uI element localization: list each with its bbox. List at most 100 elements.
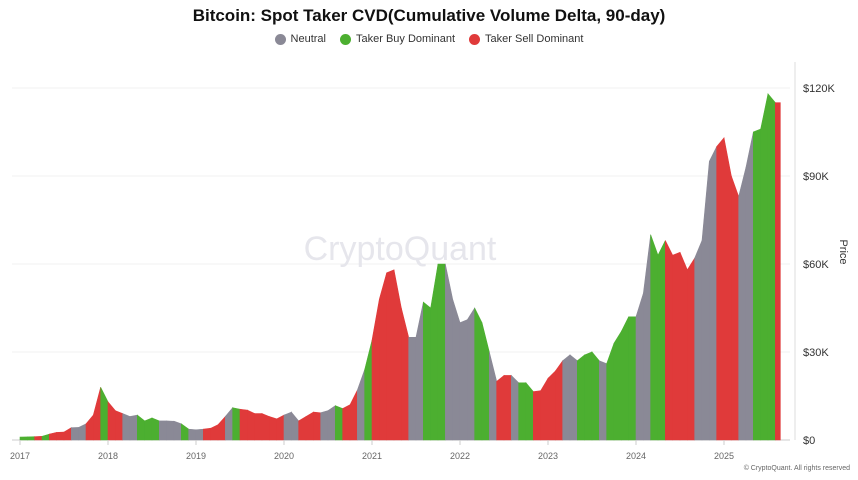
y-tick-label: $0	[803, 435, 815, 447]
price-segment-2025-02	[731, 175, 739, 441]
x-tick-label: 2020	[274, 451, 294, 461]
price-segment-2025-06	[760, 93, 769, 441]
price-segment-2020-03	[298, 416, 307, 441]
watermark: CryptoQuant	[304, 230, 497, 268]
price-segment-2017-10	[85, 414, 94, 441]
legend-item-buy[interactable]: Taker Buy Dominant	[339, 33, 456, 45]
price-segment-2023-04	[569, 354, 578, 441]
price-segment-2017-06	[56, 431, 65, 441]
price-segment-2024-06	[672, 251, 681, 441]
price-segment-2024-08	[687, 257, 695, 441]
price-segment-2023-08	[599, 360, 607, 441]
x-tick-label: 2019	[186, 451, 206, 461]
price-segment-2018-12	[188, 428, 197, 441]
x-tick-label: 2023	[538, 451, 558, 461]
price-segment-2024-11	[709, 146, 717, 441]
price-segment-2017-09	[78, 423, 87, 441]
price-segment-2022-04	[481, 322, 490, 441]
price-segment-2023-09	[606, 343, 615, 441]
price-segment-2021-04	[393, 269, 402, 441]
copyright-footer: © CryptoQuant. All rights reserved	[743, 465, 850, 472]
price-segment-2021-03	[386, 269, 395, 441]
sell-dot-icon	[469, 33, 481, 45]
price-segment-2018-07	[151, 417, 160, 441]
legend: Neutral Taker Buy Dominant Taker Sell Do…	[0, 33, 858, 45]
price-segment-2021-09	[430, 263, 439, 441]
x-tick-label: 2025	[714, 451, 734, 461]
x-tick-label: 2021	[362, 451, 382, 461]
price-segment-2018-06	[144, 417, 153, 441]
price-segment-2022-02	[467, 306, 475, 441]
y-tick-label: $120K	[803, 83, 835, 95]
price-segment-2019-05	[225, 406, 233, 441]
price-segment-2017-03	[34, 436, 43, 441]
price-segment-2017-04	[41, 433, 50, 441]
price-segment-2019-07	[239, 408, 248, 441]
price-segment-2022-01	[459, 319, 468, 441]
price-segment-2025-05	[753, 128, 761, 441]
x-tick-label: 2018	[98, 451, 118, 461]
price-segment-2017-01	[19, 436, 28, 441]
price-segment-2019-12	[276, 414, 285, 441]
price-segment-2021-08	[423, 301, 431, 441]
price-segment-2020-02	[291, 411, 299, 441]
price-segment-2020-11	[357, 369, 365, 441]
legend-item-sell[interactable]: Taker Sell Dominant	[469, 33, 583, 45]
legend-label: Taker Sell Dominant	[485, 33, 584, 45]
price-segment-2021-11	[445, 263, 453, 441]
price-segment-2020-08	[335, 405, 343, 441]
price-segment-2021-06	[408, 337, 417, 441]
price-segment-2024-09	[694, 240, 703, 441]
price-segment-2022-06	[496, 374, 505, 441]
price-segment-2023-05	[577, 354, 585, 441]
price-segment-2023-03	[562, 354, 571, 441]
legend-label: Neutral	[290, 33, 326, 45]
y-tick-label: $90K	[803, 171, 829, 183]
price-segment-2017-11	[93, 387, 101, 441]
price-segment-2017-05	[49, 431, 57, 441]
price-segment-2021-12	[452, 299, 461, 441]
price-segment-2020-07	[327, 405, 336, 441]
legend-label: Taker Buy Dominant	[355, 33, 456, 45]
price-segment-2019-06	[232, 407, 241, 441]
price-segment-2022-08	[511, 374, 519, 441]
price-segment-2020-09	[342, 404, 351, 441]
price-segment-2024-01	[635, 293, 644, 441]
price-segment-2018-01	[107, 401, 116, 441]
price-segment-2021-05	[401, 307, 409, 441]
price-segment-2020-01	[283, 411, 292, 441]
legend-item-neutral[interactable]: Neutral	[274, 33, 326, 45]
price-segment-2019-03	[210, 424, 219, 441]
price-segment-2021-01	[371, 299, 380, 441]
price-segment-2023-06	[584, 351, 593, 441]
price-segment-2018-05	[137, 414, 145, 441]
chart-title: Bitcoin: Spot Taker CVD(Cumulative Volum…	[192, 6, 666, 25]
y-tick-label: $30K	[803, 347, 829, 359]
price-segment-2018-02	[115, 410, 123, 441]
price-segment-2025-01	[723, 137, 732, 441]
price-segment-2021-02	[379, 272, 387, 441]
x-tick-label: 2017	[10, 451, 30, 461]
price-segment-2019-09	[254, 413, 263, 441]
price-segment-2018-04	[129, 414, 138, 441]
price-segment-2019-04	[217, 415, 226, 441]
price-segment-2024-12	[716, 137, 725, 441]
price-segment-2020-06	[320, 410, 329, 441]
price-segment-2019-01	[195, 428, 204, 441]
price-segment-2022-12	[540, 377, 549, 441]
price-segment-2020-05	[313, 411, 321, 441]
price-segment-2020-10	[349, 389, 358, 441]
price-segment-2022-05	[489, 351, 497, 441]
price-segment-2024-07	[679, 252, 688, 441]
price-segment-2017-12	[100, 387, 109, 441]
price-segment-2023-02	[555, 359, 563, 441]
price-segment-2019-02	[203, 427, 211, 441]
price-segment-2019-10	[261, 413, 270, 441]
price-segment-2018-10	[173, 420, 182, 441]
price-segment-2025-07	[767, 93, 776, 441]
price-segment-2020-04	[305, 411, 314, 441]
price-segment-2021-10	[437, 263, 446, 441]
price-segment-2023-01	[547, 370, 556, 441]
buy-dot-icon	[339, 33, 351, 45]
